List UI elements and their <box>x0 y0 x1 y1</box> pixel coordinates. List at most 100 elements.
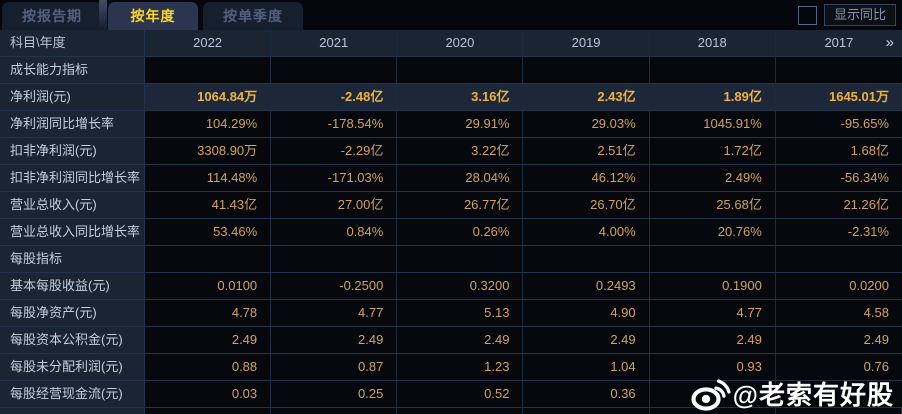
table-row[interactable]: 扣非净利润同比增长率 114.48% -171.03% 28.04% 46.12% 2.4… <box>0 165 902 192</box>
table-row[interactable]: 每股经营现金流(元) 0.03 0.25 0.52 0.36 <box>0 381 902 408</box>
year-header-2019[interactable]: 2019 <box>523 30 650 57</box>
tab-divider <box>99 0 107 30</box>
cell-value: 2.49 <box>397 327 524 354</box>
cell-value: 27.00亿 <box>271 192 398 219</box>
cell-value: 3.22亿 <box>397 138 524 165</box>
table-row[interactable]: 净利润(元) 1064.84万 -2.48亿 3.16亿 2.43亿 1.89亿 1645.… <box>0 84 902 111</box>
cell-value: -178.54% <box>271 111 398 138</box>
tab-by-report-period[interactable]: 按报告期 <box>2 2 102 30</box>
cell-value: 2.49 <box>523 327 650 354</box>
cell-value: 0.87 <box>271 354 398 381</box>
cell-value: 3308.90万 <box>145 138 272 165</box>
tab-by-single-quarter[interactable]: 按单季度 <box>203 2 303 30</box>
cell-value: 25.68亿 <box>649 192 776 219</box>
table-row[interactable]: 净利润同比增长率 104.29% -178.54% 29.91% 29.03% 1045.… <box>0 111 902 138</box>
row-label: 营业总收入同比增长率 <box>0 219 145 246</box>
row-label: 每股未分配利润(元) <box>0 354 145 381</box>
cell-value: 0.36 <box>523 381 650 408</box>
row-label: 净利润(元) <box>0 84 145 111</box>
year-header-2017[interactable]: 2017» <box>775 30 902 57</box>
cell-value: 4.78 <box>145 300 272 327</box>
show-yoy-checkbox[interactable] <box>797 5 817 25</box>
corner-header-cell: 科目\年度 <box>0 30 145 57</box>
cell-value: -2.29亿 <box>271 138 398 165</box>
cell-value <box>397 57 524 84</box>
row-label: 扣非净利润(元) <box>0 138 145 165</box>
financial-table: 科目\年度 2022 2021 2020 2019 2018 2017» 成长能力指标 净利… <box>0 30 902 414</box>
row-label: 每股经营现金流(元) <box>0 381 145 408</box>
year-header-2018[interactable]: 2018 <box>649 30 776 57</box>
cell-value <box>649 246 776 273</box>
cell-value: 1064.84万 <box>145 84 272 111</box>
cell-value <box>775 381 902 408</box>
table-row[interactable]: 每股资本公积金(元) 2.49 2.49 2.49 2.49 2.49 2.49 <box>0 327 902 354</box>
cell-value: 0.0200 <box>775 273 902 300</box>
cell-value: 26.70亿 <box>523 192 650 219</box>
cell-value <box>649 381 776 408</box>
cell-value: 114.48% <box>145 165 272 192</box>
watermark-text: @老索有好股 <box>732 380 894 410</box>
cell-value: 20.76% <box>649 219 776 246</box>
watermark: @老索有好股 <box>691 375 894 412</box>
section-row[interactable]: 成长能力指标 <box>0 57 902 84</box>
table-row[interactable]: 扣非净利润(元) 3308.90万 -2.29亿 3.22亿 2.51亿 1.72亿 1.6… <box>0 138 902 165</box>
table-row[interactable]: 营业总收入(元) 41.43亿 27.00亿 26.77亿 26.70亿 25.68亿 21… <box>0 192 902 219</box>
cell-value: 0.88 <box>145 354 272 381</box>
period-tabbar: 按报告期 按年度 按单季度 显示同比 <box>0 0 902 30</box>
cell-value <box>145 57 272 84</box>
cell-value <box>145 246 272 273</box>
weibo-icon <box>691 378 731 411</box>
cell-value: 4.77 <box>649 300 776 327</box>
cell-value: 1.23 <box>397 354 524 381</box>
cell-value: 5.13 <box>397 300 524 327</box>
cell-value: -56.34% <box>775 165 902 192</box>
cell-value <box>523 57 650 84</box>
cell-value: 46.12% <box>523 165 650 192</box>
cell-value: 1.04 <box>523 354 650 381</box>
cell-value <box>775 57 902 84</box>
cell-value: 1.68亿 <box>775 138 902 165</box>
cell-value: 2.51亿 <box>523 138 650 165</box>
cell-value: -95.65% <box>775 111 902 138</box>
cell-value: 29.03% <box>523 111 650 138</box>
table-row[interactable]: 每股净资产(元) 4.78 4.77 5.13 4.90 4.77 4.58 <box>0 300 902 327</box>
show-yoy-label[interactable]: 显示同比 <box>823 4 896 26</box>
cell-value: -0.2500 <box>271 273 398 300</box>
cell-value: 2.49 <box>775 327 902 354</box>
year-header-2020[interactable]: 2020 <box>397 30 524 57</box>
cell-value <box>523 246 650 273</box>
more-years-icon[interactable]: » <box>885 34 894 51</box>
cell-value: 4.58 <box>775 300 902 327</box>
cell-value <box>271 246 398 273</box>
table-row[interactable]: 基本每股收益(元) 0.0100 -0.2500 0.3200 0.2493 0.1900… <box>0 273 902 300</box>
row-label: 每股指标 <box>0 246 145 273</box>
section-row[interactable]: 每股指标 <box>0 246 902 273</box>
table-row[interactable]: 每股未分配利润(元) 0.88 0.87 1.23 1.04 0.93 0.76 <box>0 354 902 381</box>
table-header: 科目\年度 2022 2021 2020 2019 2018 2017» <box>0 30 902 57</box>
cell-value <box>775 246 902 273</box>
cell-value: 41.43亿 <box>145 192 272 219</box>
row-label: 营业总收入(元) <box>0 192 145 219</box>
year-header-2022[interactable]: 2022 <box>145 30 272 57</box>
cell-value: 104.29% <box>145 111 272 138</box>
cell-value: 4.90 <box>523 300 650 327</box>
year-header-2021[interactable]: 2021 <box>271 30 398 57</box>
yoy-controls: 显示同比 <box>797 3 896 27</box>
cell-value: 0.25 <box>271 381 398 408</box>
cell-value: 1.72亿 <box>649 138 776 165</box>
table-body: 成长能力指标 净利润(元) 1064.84万 -2.48亿 3.16亿 2.43亿 1.89… <box>0 57 902 408</box>
cell-value: 2.49% <box>649 165 776 192</box>
cell-value: 1045.91% <box>649 111 776 138</box>
cell-value: 1645.01万 <box>775 84 902 111</box>
cell-value: 0.0100 <box>145 273 272 300</box>
tab-by-year[interactable]: 按年度 <box>108 2 198 30</box>
cell-value <box>397 246 524 273</box>
cell-value <box>271 57 398 84</box>
table-row[interactable]: 营业总收入同比增长率 53.46% 0.84% 0.26% 4.00% 20.76% -2.… <box>0 219 902 246</box>
cell-value: 2.43亿 <box>523 84 650 111</box>
cell-value: 2.49 <box>649 327 776 354</box>
cell-value: 0.26% <box>397 219 524 246</box>
clipped-row <box>0 408 902 414</box>
cell-value: 4.77 <box>271 300 398 327</box>
